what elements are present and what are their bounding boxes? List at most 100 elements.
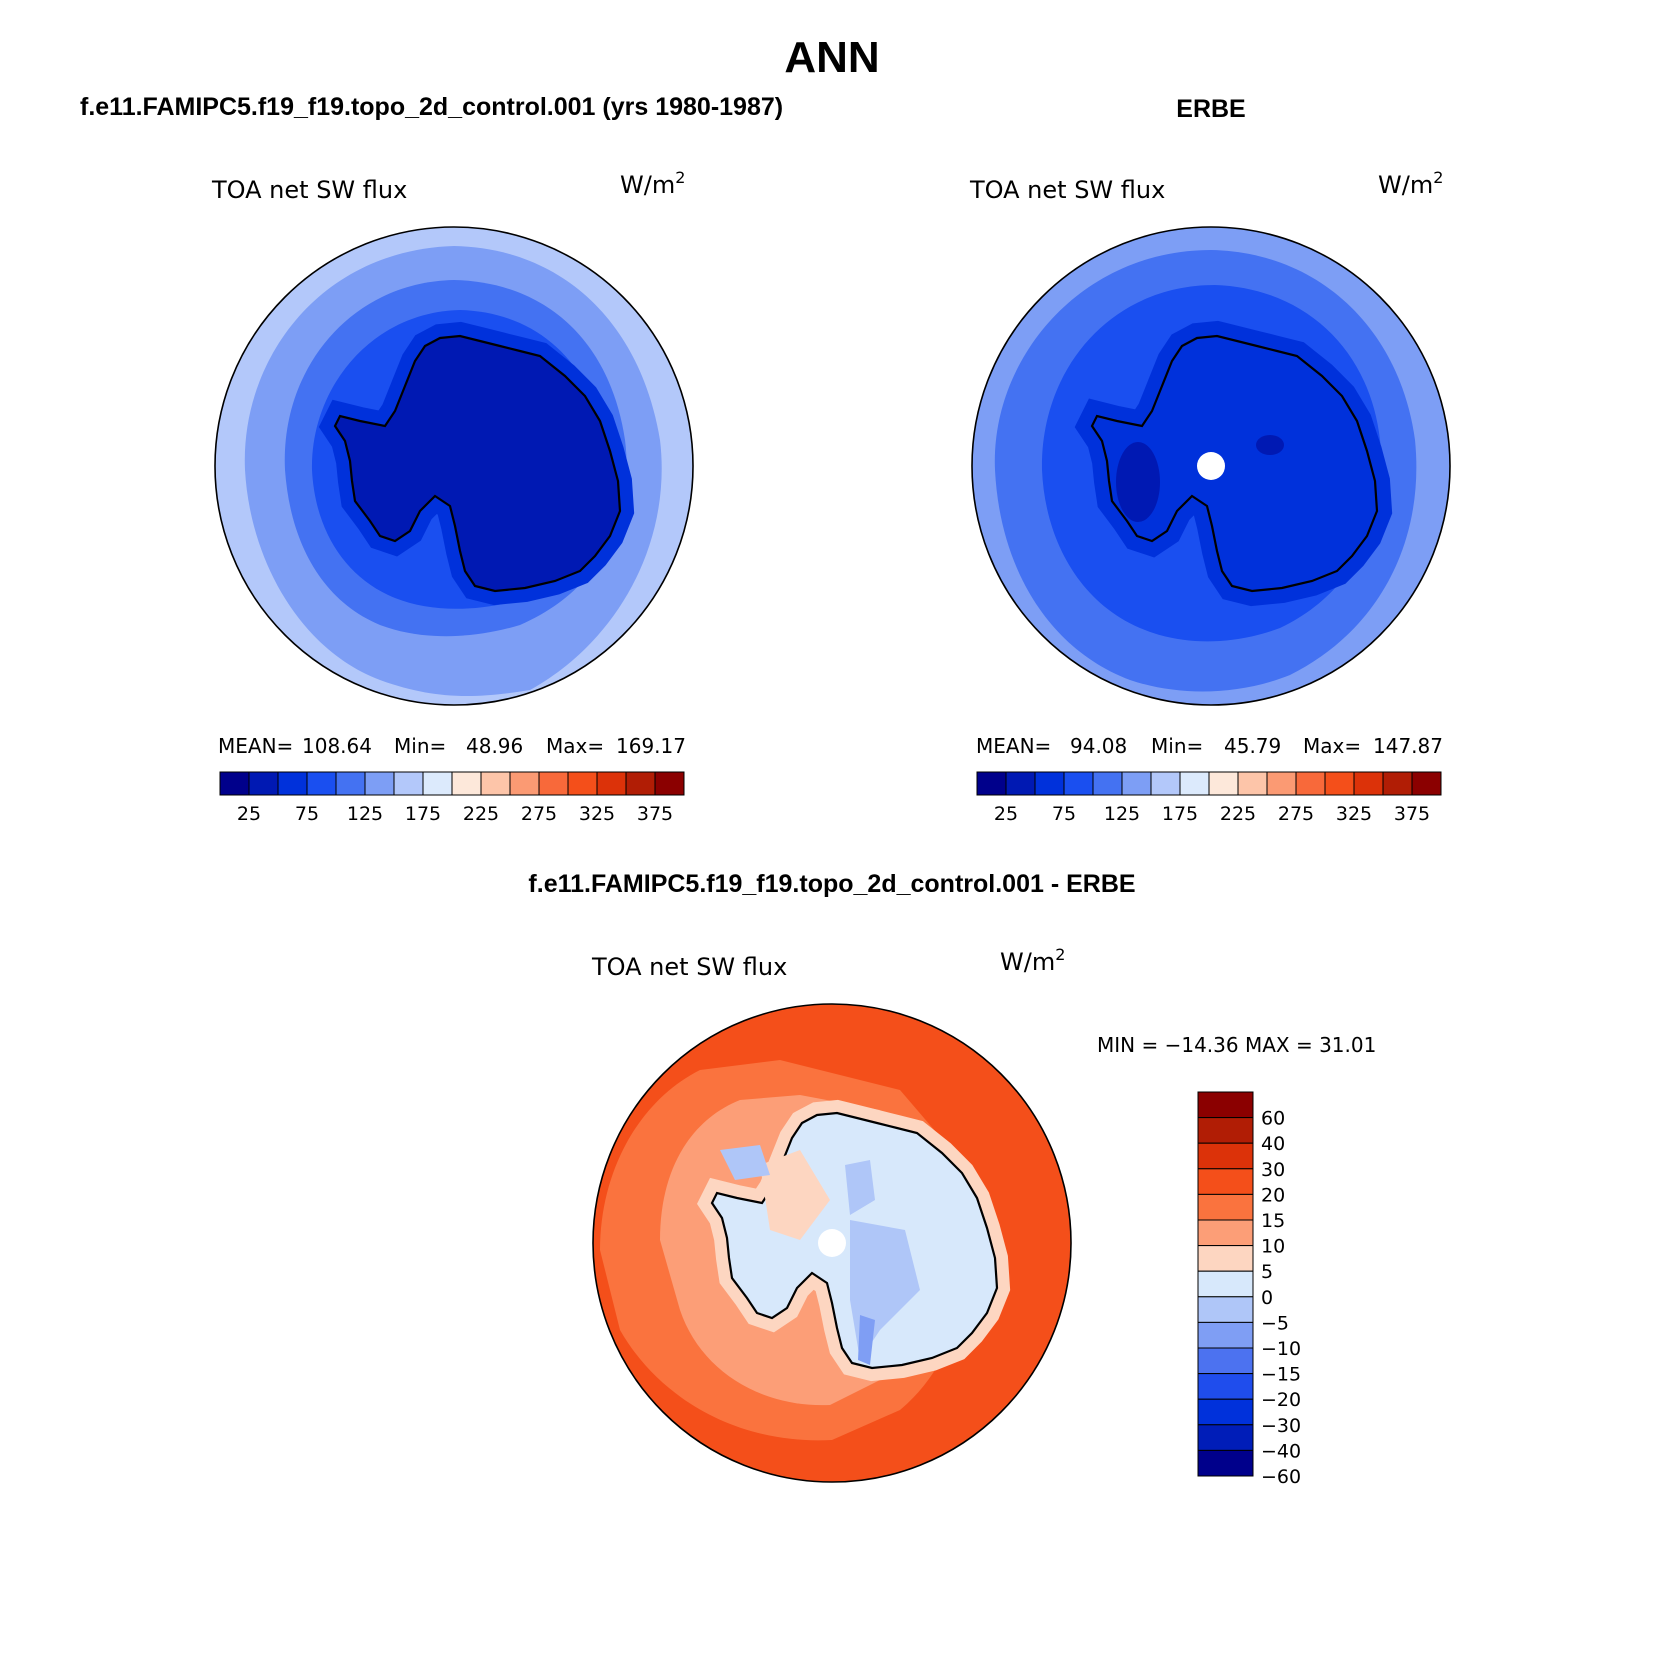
diff-colorbar-tick-label: −15 (1261, 1364, 1301, 1386)
diff-colorbar-tick-label: −30 (1261, 1415, 1301, 1437)
model-colorbar-tick-label: 275 (521, 803, 557, 825)
model-colorbar-swatch (538, 771, 569, 796)
obs-max-value: 147.87 (1373, 734, 1443, 758)
model-colorbar: 25 75 125 175 225 275 325 375 (219, 771, 685, 825)
model-colorbar-swatch (422, 771, 453, 796)
model-colorbar-swatch (451, 771, 482, 796)
diff-colorbar-tick-label: 10 (1261, 1236, 1285, 1258)
obs-colorbar-swatch (1266, 771, 1297, 796)
model-mean-value: 108.64 (302, 734, 372, 758)
model-colorbar-swatch (306, 771, 337, 796)
model-min-label: Min= (394, 734, 446, 758)
model-colorbar-swatch (393, 771, 424, 796)
model-colorbar-swatch (567, 771, 598, 796)
obs-colorbar-tick-label: 375 (1394, 803, 1430, 825)
obs-colorbar-swatch (1411, 771, 1442, 796)
model-colorbar-swatch (248, 771, 279, 796)
obs-colorbar-swatch (1295, 771, 1326, 796)
model-panel: TOA net SW flux W/m2 MEAN= 108.64 Min= 4… (211, 168, 694, 825)
diff-map (593, 1004, 1071, 1482)
model-colorbar-swatch (625, 771, 656, 796)
obs-colorbar-swatch (1237, 771, 1268, 796)
panel-diff-title: f.e11.FAMIPC5.f19_f19.topo_2d_control.00… (528, 870, 1135, 898)
obs-colorbar: 25 75 125 175 225 275 325 375 (976, 771, 1442, 825)
diff-colorbar-swatch (1197, 1449, 1254, 1477)
model-colorbar-swatch (219, 771, 250, 796)
diff-colorbar-tick-label: −5 (1261, 1312, 1289, 1334)
model-colorbar-swatch (480, 771, 511, 796)
diff-colorbar-swatch (1197, 1347, 1254, 1375)
model-max-value: 169.17 (616, 734, 686, 758)
diff-map-blue-patch-4 (720, 1145, 770, 1180)
model-units-label: W/m2 (620, 168, 685, 199)
obs-panel: TOA net SW flux W/m2 MEAN= 94.08 Min= 45… (969, 168, 1451, 825)
model-colorbar-tick-label: 325 (579, 803, 615, 825)
diff-map-warm-interior (760, 1150, 830, 1240)
model-colorbar-tick-label: 25 (237, 803, 261, 825)
obs-min-label: Min= (1151, 734, 1203, 758)
obs-pole-hole (1197, 452, 1225, 480)
obs-colorbar-swatch (1179, 771, 1210, 796)
obs-variable-label: TOA net SW flux (969, 176, 1165, 204)
diff-colorbar-swatch (1197, 1168, 1254, 1195)
model-mean-label: MEAN= (218, 734, 293, 758)
diff-colorbar-swatch (1197, 1398, 1254, 1426)
obs-colorbar-tick-label: 75 (1052, 803, 1076, 825)
diff-colorbar-swatch (1197, 1373, 1254, 1400)
obs-colorbar-swatch (1034, 771, 1065, 796)
diff-colorbar-tick-label: 15 (1261, 1210, 1285, 1232)
diff-colorbar-swatch (1197, 1296, 1254, 1323)
diff-minmax-label: MIN = −14.36 MAX = 31.01 (1097, 1033, 1376, 1057)
model-max-label: Max= (546, 734, 604, 758)
obs-mean-label: MEAN= (976, 734, 1051, 758)
model-min-value: 48.96 (466, 734, 523, 758)
diff-map-boundary (592, 1003, 1072, 1483)
obs-colorbar-swatch (1382, 771, 1413, 796)
obs-min-value: 45.79 (1224, 734, 1281, 758)
diff-colorbar-tick-label: 40 (1261, 1133, 1285, 1155)
diff-colorbar-swatch (1197, 1424, 1254, 1451)
obs-max-label: Max= (1303, 734, 1361, 758)
model-map (215, 227, 693, 705)
diff-panel: TOA net SW flux W/m2 MIN = −14.36 MAX = … (591, 945, 1376, 1488)
obs-colorbar-swatch (1121, 771, 1152, 796)
diff-colorbar-swatch (1197, 1117, 1254, 1144)
diff-map-blue-patch-2 (845, 1160, 875, 1215)
diff-colorbar-swatch (1197, 1193, 1254, 1221)
diff-colorbar-tick-label: −10 (1261, 1338, 1301, 1360)
panel-right-title: ERBE (1176, 95, 1245, 123)
model-colorbar-swatch (596, 771, 627, 796)
obs-units-label: W/m2 (1378, 168, 1443, 199)
diff-colorbar-swatch (1197, 1142, 1254, 1170)
diff-colorbar-tick-label: 5 (1261, 1261, 1273, 1283)
diff-colorbar-tick-label: −60 (1261, 1466, 1301, 1488)
model-colorbar-swatch (335, 771, 366, 796)
diff-pole-hole (818, 1229, 846, 1257)
model-colorbar-tick-label: 175 (405, 803, 441, 825)
obs-colorbar-swatch (1063, 771, 1094, 796)
diff-colorbar-swatch (1197, 1245, 1254, 1272)
panel-left-title: f.e11.FAMIPC5.f19_f19.topo_2d_control.00… (80, 93, 783, 121)
obs-map-boundary (971, 226, 1451, 706)
diff-colorbar-tick-label: 0 (1261, 1287, 1273, 1309)
model-colorbar-tick-label: 225 (463, 803, 499, 825)
diff-variable-label: TOA net SW flux (591, 953, 787, 981)
obs-colorbar-swatch (976, 771, 1007, 796)
model-map-boundary (214, 226, 694, 706)
diff-colorbar-swatch (1197, 1270, 1254, 1298)
model-colorbar-swatch (364, 771, 395, 796)
model-colorbar-swatch (277, 771, 308, 796)
model-colorbar-swatch (654, 771, 685, 796)
obs-colorbar-tick-label: 225 (1220, 803, 1256, 825)
obs-colorbar-swatch (1208, 771, 1239, 796)
obs-colorbar-swatch (1092, 771, 1123, 796)
diff-colorbar-tick-label: 60 (1261, 1108, 1285, 1130)
obs-mean-value: 94.08 (1070, 734, 1127, 758)
diff-colorbar-tick-label: 20 (1261, 1184, 1285, 1206)
diff-colorbar-tick-label: −40 (1261, 1440, 1301, 1462)
model-colorbar-swatch (509, 771, 540, 796)
diff-units-label: W/m2 (1000, 945, 1065, 976)
obs-colorbar-swatch (1150, 771, 1181, 796)
diff-colorbar-swatch (1197, 1321, 1254, 1349)
